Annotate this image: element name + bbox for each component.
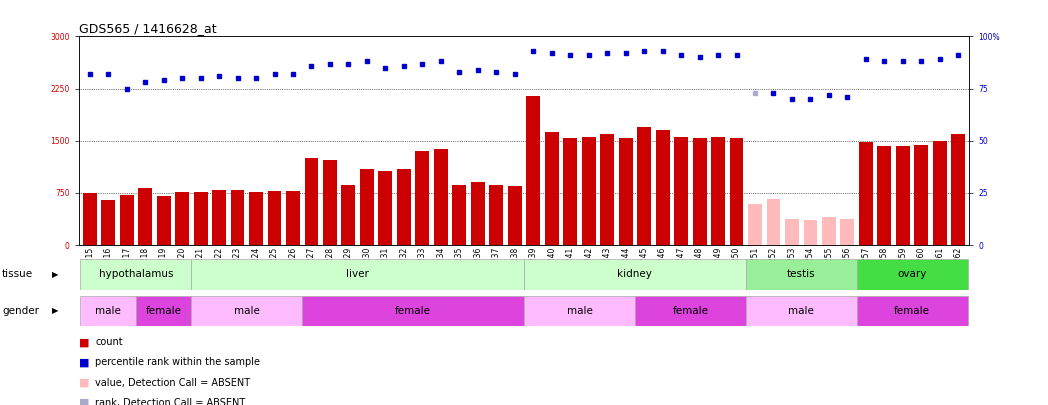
- Bar: [192, 259, 524, 290]
- Text: GDS565 / 1416628_at: GDS565 / 1416628_at: [79, 22, 216, 35]
- Bar: [693, 138, 706, 245]
- Bar: [378, 171, 392, 245]
- Bar: [212, 190, 226, 245]
- Bar: [712, 136, 725, 245]
- Bar: [656, 130, 670, 245]
- Bar: [508, 186, 522, 245]
- Text: count: count: [95, 337, 123, 347]
- Text: ■: ■: [79, 337, 89, 347]
- Bar: [83, 193, 96, 245]
- Bar: [194, 192, 208, 245]
- Bar: [746, 296, 856, 326]
- Bar: [415, 151, 430, 245]
- Bar: [286, 192, 300, 245]
- Text: ▶: ▶: [52, 306, 59, 315]
- Bar: [192, 296, 302, 326]
- Text: ▶: ▶: [52, 270, 59, 279]
- Bar: [601, 134, 614, 245]
- Bar: [434, 149, 447, 245]
- Bar: [397, 169, 411, 245]
- Text: male: male: [788, 306, 814, 316]
- Text: ■: ■: [79, 398, 89, 405]
- Bar: [635, 296, 746, 326]
- Text: ovary: ovary: [897, 269, 926, 279]
- Bar: [81, 296, 136, 326]
- Bar: [302, 296, 524, 326]
- Text: gender: gender: [2, 306, 39, 316]
- Text: male: male: [567, 306, 592, 316]
- Bar: [119, 195, 133, 245]
- Bar: [305, 158, 319, 245]
- Bar: [933, 141, 946, 245]
- Bar: [822, 217, 836, 245]
- Bar: [524, 259, 746, 290]
- Text: female: female: [673, 306, 708, 316]
- Text: liver: liver: [346, 269, 369, 279]
- Bar: [952, 134, 965, 245]
- Text: value, Detection Call = ABSENT: value, Detection Call = ABSENT: [95, 378, 250, 388]
- Bar: [785, 219, 799, 245]
- Bar: [323, 160, 336, 245]
- Bar: [840, 219, 854, 245]
- Bar: [856, 259, 967, 290]
- Bar: [804, 220, 817, 245]
- Text: ■: ■: [79, 378, 89, 388]
- Bar: [342, 185, 355, 245]
- Text: female: female: [894, 306, 931, 316]
- Bar: [545, 132, 559, 245]
- Bar: [157, 196, 171, 245]
- Bar: [877, 146, 891, 245]
- Text: ■: ■: [79, 358, 89, 367]
- Text: female: female: [146, 306, 181, 316]
- Bar: [582, 136, 595, 245]
- Text: kidney: kidney: [617, 269, 652, 279]
- Bar: [102, 200, 115, 245]
- Bar: [249, 192, 263, 245]
- Bar: [471, 182, 485, 245]
- Bar: [674, 136, 689, 245]
- Text: male: male: [95, 306, 122, 316]
- Bar: [136, 296, 192, 326]
- Bar: [524, 296, 635, 326]
- Bar: [267, 191, 282, 245]
- Bar: [563, 138, 577, 245]
- Bar: [175, 192, 189, 245]
- Text: male: male: [234, 306, 260, 316]
- Bar: [489, 185, 503, 245]
- Text: percentile rank within the sample: percentile rank within the sample: [95, 358, 260, 367]
- Text: tissue: tissue: [2, 269, 34, 279]
- Bar: [748, 204, 762, 245]
- Text: hypothalamus: hypothalamus: [99, 269, 173, 279]
- Bar: [526, 96, 540, 245]
- Bar: [618, 138, 633, 245]
- Text: female: female: [395, 306, 431, 316]
- Text: rank, Detection Call = ABSENT: rank, Detection Call = ABSENT: [95, 398, 245, 405]
- Bar: [637, 127, 651, 245]
- Bar: [138, 188, 152, 245]
- Bar: [859, 142, 873, 245]
- Bar: [453, 185, 466, 245]
- Bar: [766, 199, 781, 245]
- Bar: [359, 168, 374, 245]
- Bar: [231, 190, 244, 245]
- Bar: [915, 145, 929, 245]
- Bar: [746, 259, 856, 290]
- Bar: [896, 146, 910, 245]
- Bar: [856, 296, 967, 326]
- Bar: [81, 259, 192, 290]
- Text: testis: testis: [787, 269, 815, 279]
- Bar: [729, 138, 743, 245]
